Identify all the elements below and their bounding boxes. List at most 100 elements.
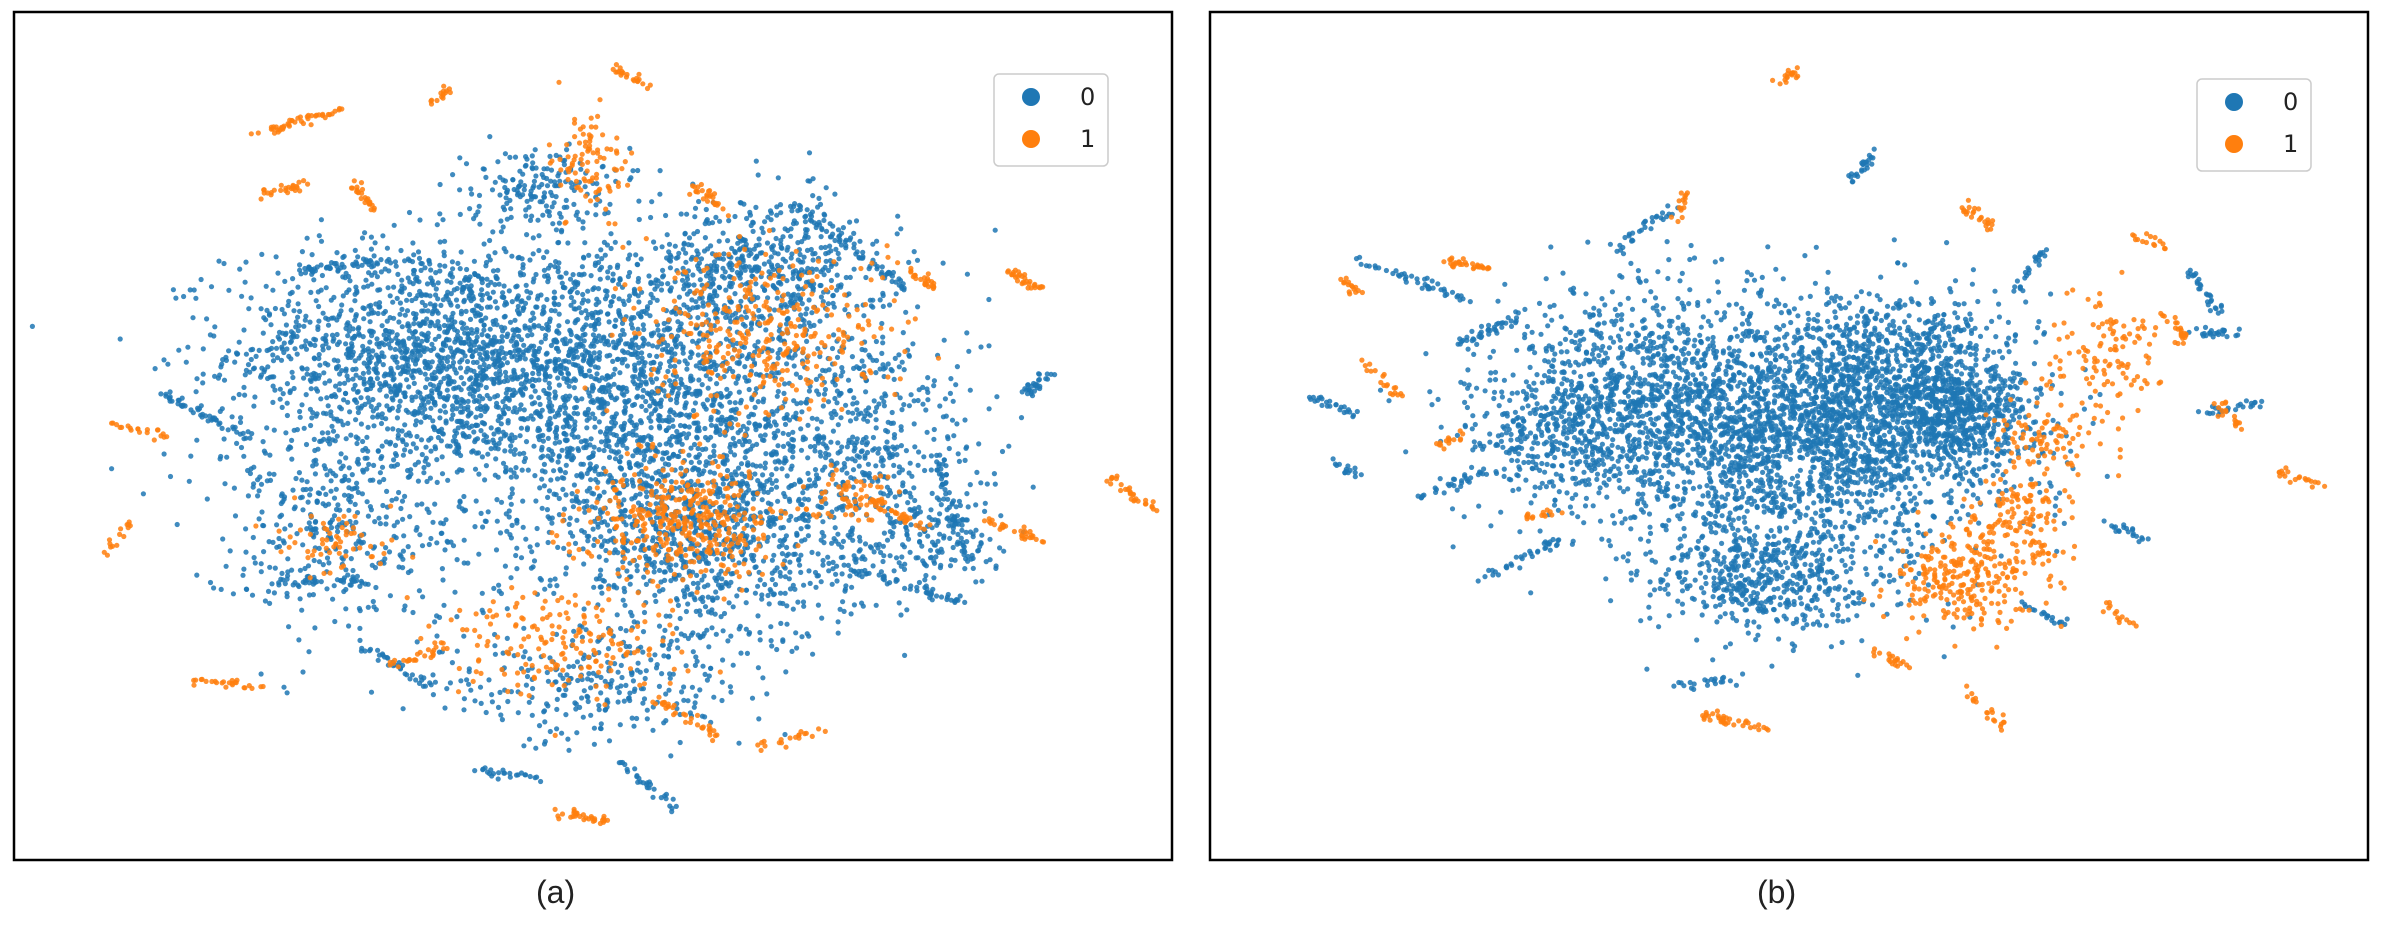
data-point bbox=[473, 498, 479, 504]
data-point bbox=[790, 582, 796, 589]
data-point bbox=[607, 264, 613, 270]
data-point bbox=[557, 363, 564, 369]
data-point bbox=[433, 375, 439, 381]
data-point bbox=[339, 368, 345, 374]
data-point bbox=[590, 453, 596, 459]
data-point bbox=[472, 524, 478, 530]
data-point bbox=[752, 404, 758, 410]
data-point bbox=[323, 332, 329, 338]
data-point bbox=[353, 313, 359, 319]
data-point bbox=[226, 348, 232, 354]
data-point bbox=[682, 591, 688, 597]
data-point bbox=[817, 318, 823, 324]
data-point bbox=[623, 522, 629, 528]
data-point bbox=[490, 437, 496, 443]
data-point bbox=[713, 589, 719, 595]
data-point bbox=[665, 281, 671, 287]
data-point bbox=[410, 334, 417, 340]
data-point bbox=[598, 471, 604, 477]
data-point bbox=[845, 409, 851, 415]
data-point bbox=[779, 466, 785, 472]
data-point bbox=[461, 399, 467, 405]
data-point bbox=[747, 212, 754, 218]
data-point bbox=[667, 363, 674, 369]
data-point bbox=[805, 512, 811, 518]
data-point bbox=[444, 278, 450, 284]
data-point bbox=[818, 453, 824, 459]
data-point bbox=[534, 304, 540, 310]
data-point bbox=[396, 319, 402, 325]
data-point bbox=[612, 456, 619, 462]
data-point bbox=[809, 310, 815, 316]
data-point bbox=[375, 310, 381, 317]
data-point bbox=[381, 354, 387, 360]
data-point bbox=[666, 241, 673, 247]
data-point bbox=[479, 276, 485, 282]
data-point bbox=[373, 365, 379, 371]
data-point bbox=[514, 409, 520, 415]
data-point bbox=[614, 612, 620, 618]
data-point bbox=[429, 359, 435, 365]
data-point bbox=[499, 334, 505, 340]
data-point bbox=[978, 480, 984, 486]
data-point bbox=[789, 648, 795, 655]
data-point bbox=[575, 446, 581, 452]
data-point bbox=[464, 358, 471, 365]
data-point bbox=[682, 231, 688, 237]
data-point bbox=[679, 411, 685, 418]
data-point bbox=[803, 279, 810, 285]
data-point bbox=[617, 459, 623, 465]
data-point bbox=[683, 281, 689, 287]
data-point bbox=[815, 602, 822, 608]
data-point bbox=[269, 374, 275, 380]
data-point bbox=[492, 360, 498, 367]
data-point bbox=[763, 327, 769, 333]
data-point bbox=[585, 288, 591, 294]
data-point bbox=[554, 345, 561, 351]
data-point bbox=[404, 377, 410, 383]
data-point bbox=[194, 376, 200, 382]
data-point bbox=[698, 256, 705, 262]
data-point bbox=[694, 428, 700, 434]
data-point bbox=[498, 421, 504, 427]
data-point bbox=[400, 438, 406, 445]
data-point bbox=[604, 425, 610, 431]
data-point bbox=[682, 358, 688, 364]
data-point bbox=[461, 381, 467, 387]
data-point bbox=[555, 375, 561, 381]
data-point bbox=[385, 426, 391, 432]
data-point bbox=[535, 349, 541, 355]
data-point bbox=[521, 342, 527, 348]
data-point bbox=[544, 364, 550, 370]
data-point bbox=[581, 338, 587, 344]
data-point bbox=[867, 412, 873, 418]
data-point bbox=[444, 396, 450, 402]
data-point bbox=[522, 356, 528, 362]
data-point bbox=[668, 479, 675, 485]
data-point bbox=[445, 477, 451, 483]
data-point bbox=[318, 396, 324, 402]
data-point bbox=[476, 203, 482, 209]
data-point bbox=[681, 559, 687, 565]
data-point bbox=[900, 330, 906, 336]
data-point bbox=[708, 665, 714, 672]
data-point bbox=[765, 214, 771, 220]
data-point bbox=[540, 307, 546, 314]
data-point bbox=[885, 419, 891, 425]
data-point bbox=[551, 468, 557, 474]
data-point bbox=[790, 606, 796, 612]
data-point bbox=[581, 372, 587, 378]
data-point bbox=[701, 584, 708, 590]
data-point bbox=[704, 397, 711, 403]
data-point bbox=[563, 270, 569, 276]
data-point bbox=[716, 238, 722, 244]
data-point bbox=[494, 400, 500, 406]
data-point bbox=[584, 315, 590, 321]
data-point bbox=[334, 331, 340, 338]
data-point bbox=[459, 409, 465, 415]
data-point bbox=[589, 388, 595, 394]
data-point bbox=[506, 396, 512, 402]
data-point bbox=[415, 336, 421, 342]
data-point bbox=[352, 298, 358, 304]
data-point bbox=[849, 354, 856, 360]
